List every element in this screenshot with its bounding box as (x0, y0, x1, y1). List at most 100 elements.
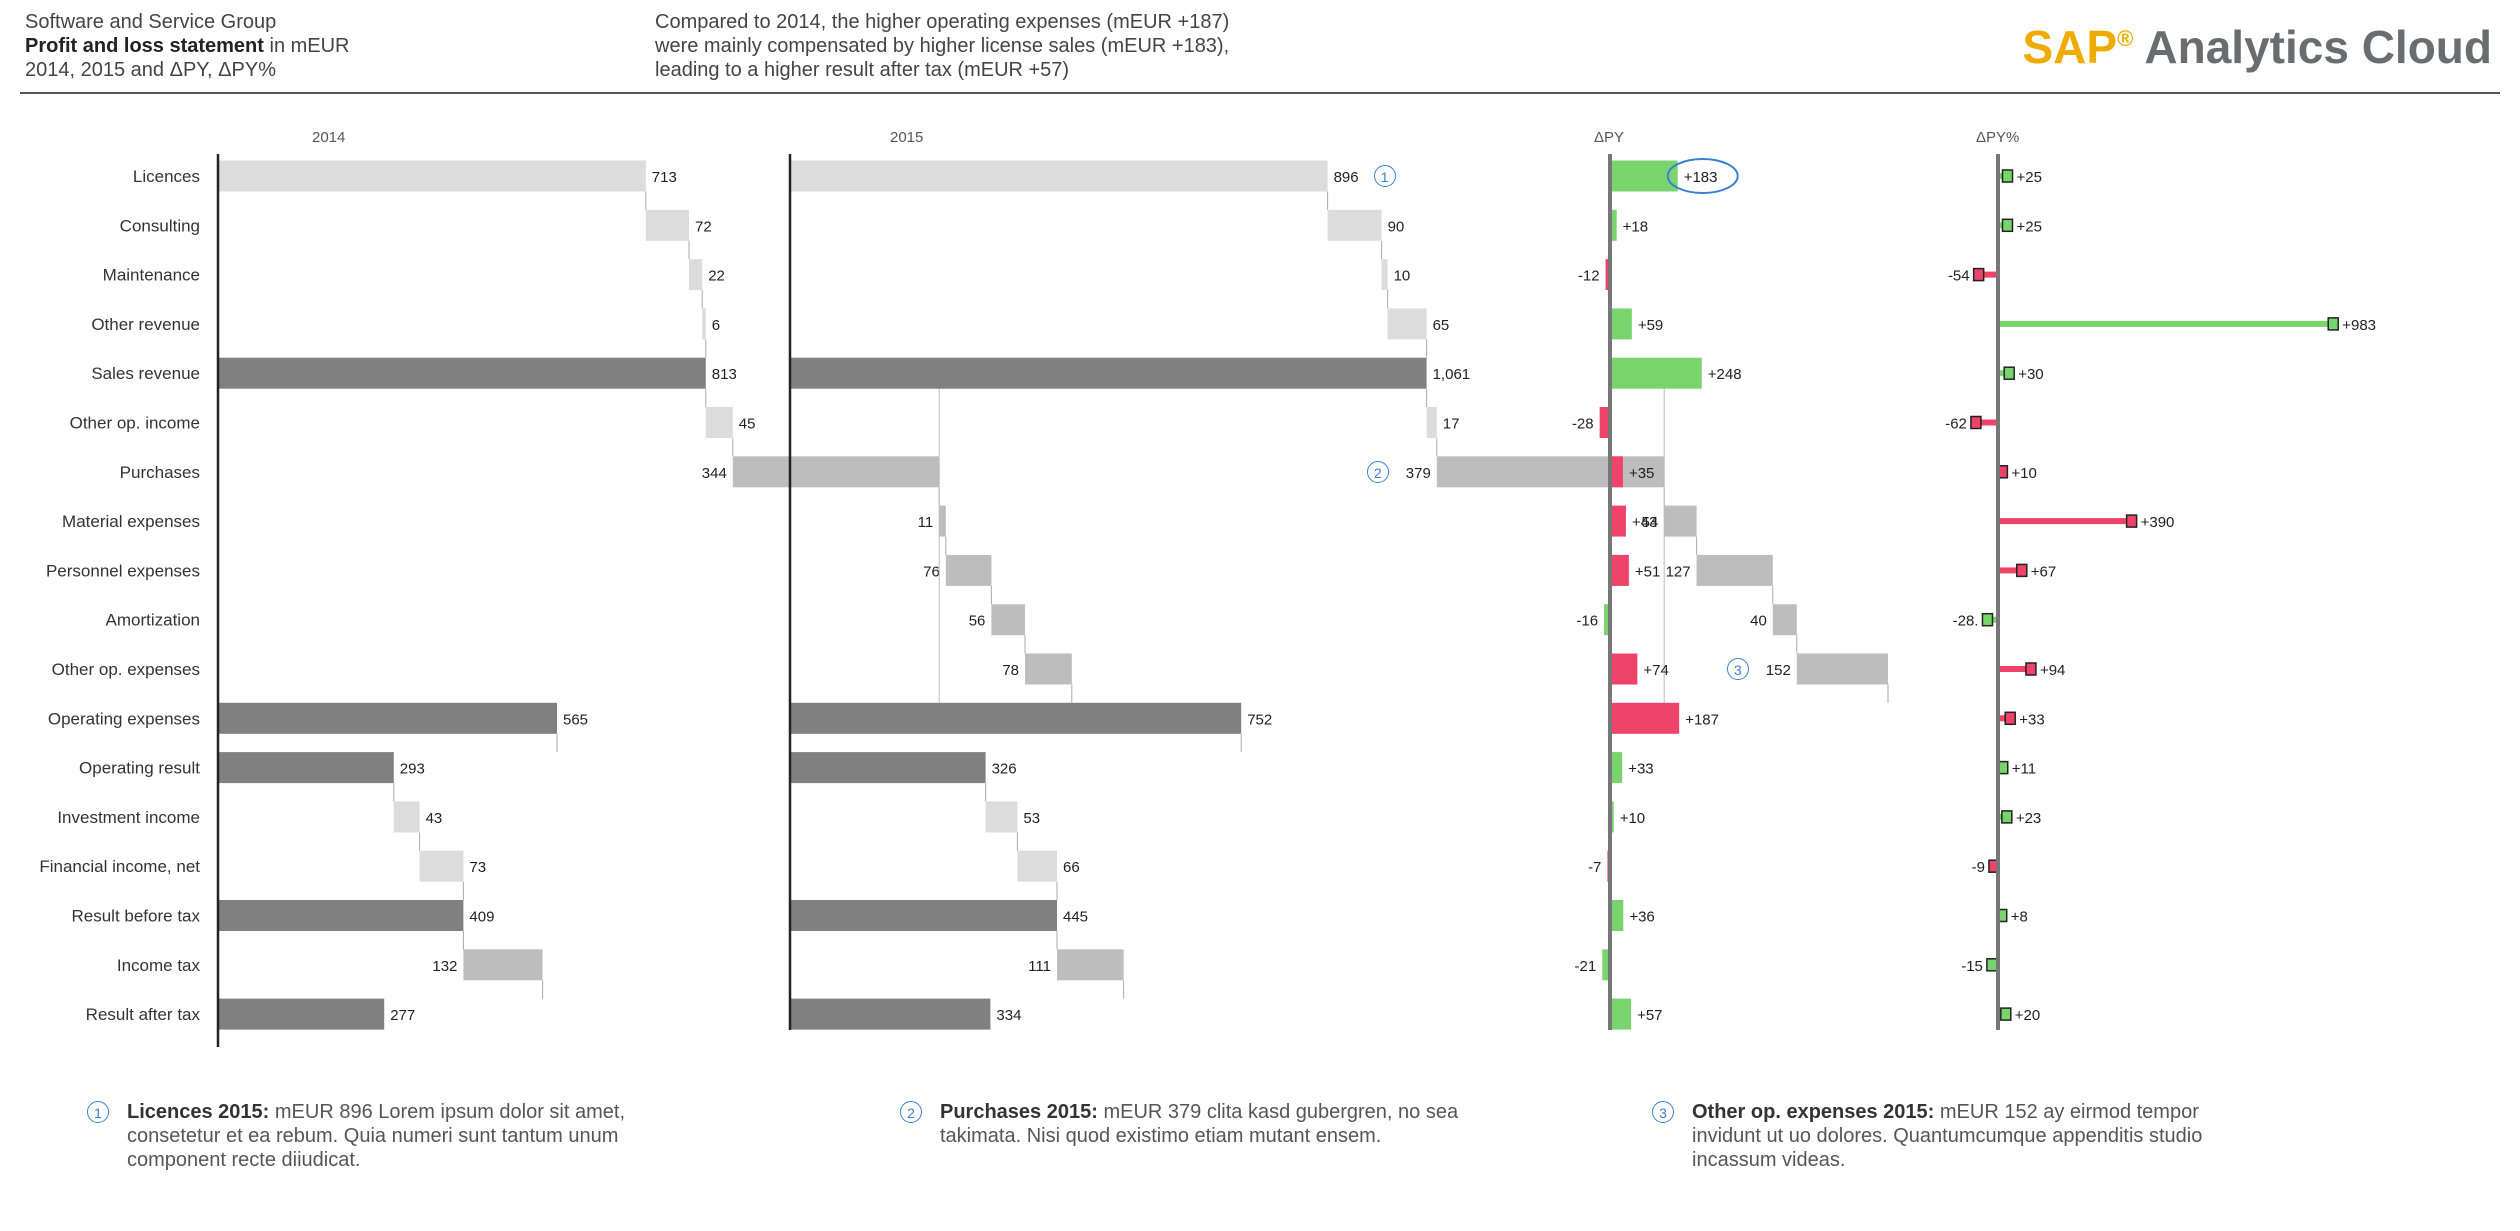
pin-head (1972, 267, 1985, 282)
note-badge: 3 (1652, 1101, 1674, 1123)
delta-label: -12 (1578, 268, 1600, 285)
pin-label: +8 (2011, 909, 2028, 926)
pin-label: +390 (2141, 514, 2175, 531)
value-label: 293 (400, 761, 425, 778)
value-label: 445 (1063, 909, 1088, 926)
delta-label: +33 (1628, 761, 1653, 778)
waterfall-bar (393, 801, 420, 833)
delta-label: +74 (1643, 662, 1668, 679)
delta-bar (1610, 456, 1623, 488)
marker-2: 2 (1366, 460, 1389, 483)
waterfall-bar (1057, 949, 1124, 981)
category-label: Other revenue (91, 315, 200, 334)
delta-bar (1610, 900, 1624, 931)
value-label: 277 (390, 1007, 415, 1024)
delta-label: +59 (1638, 317, 1663, 334)
pin-label: +983 (2342, 317, 2376, 334)
waterfall-bar (939, 505, 946, 537)
waterfall-bar (732, 456, 940, 488)
waterfall-bar (218, 702, 557, 734)
delta-title: ΔPY (1594, 129, 1624, 146)
delta-bar (1610, 998, 1632, 1030)
highlight-ellipse (1666, 158, 1739, 194)
value-label: 326 (992, 761, 1017, 778)
pin-label: +23 (2016, 810, 2041, 827)
value-label: 6 (712, 317, 720, 334)
pin-label: -9 (1972, 859, 1985, 876)
waterfall-bar (218, 357, 706, 389)
pin-head (2001, 810, 2013, 824)
category-label: Other op. income (70, 414, 200, 433)
pin-label: -54 (1948, 268, 1970, 285)
delta-bar (1610, 505, 1626, 537)
brand-logo: SAP® Analytics Cloud (2023, 20, 2493, 74)
waterfall-bar (689, 259, 703, 291)
pin-head (2016, 563, 2028, 578)
delta-label: +10 (1620, 810, 1645, 827)
value-label: 713 (652, 169, 677, 186)
value-label: 22 (708, 268, 725, 285)
waterfall-bar (1664, 505, 1697, 537)
category-label: Income tax (117, 956, 201, 975)
pin-head (2000, 1007, 2012, 1021)
report-header: Software and Service Group Profit and lo… (25, 10, 625, 82)
waterfall-bar (790, 900, 1057, 931)
category-label: Result before tax (71, 907, 200, 926)
delta-label: -21 (1575, 958, 1597, 975)
waterfall-bar (1426, 407, 1437, 438)
value-label: 66 (1063, 859, 1080, 876)
value-label: 111 (1028, 958, 1051, 975)
note-purchases: 2 Purchases 2015: mEUR 379 clita kasd gu… (900, 1100, 1480, 1148)
pin-stem (1979, 271, 1998, 278)
value-label: 379 (1406, 465, 1431, 482)
pin-stem (1988, 616, 1998, 623)
header-divider (20, 92, 2500, 94)
category-label: Licences (133, 167, 200, 186)
pin-label: +67 (2031, 563, 2056, 580)
value-label: 43 (426, 810, 443, 827)
delta-bar (1610, 653, 1638, 685)
note-text: mEUR 152 ay eirmod tempor invidunt ut uo… (1692, 1101, 2203, 1171)
waterfall-bar (1017, 850, 1057, 882)
value-label: 78 (1002, 662, 1019, 679)
delta-label: +183 (1684, 169, 1718, 186)
waterfall-bar (790, 752, 986, 784)
waterfall-bar (945, 554, 992, 586)
category-label: Purchases (120, 463, 200, 482)
delta-label: +43 (1632, 514, 1657, 531)
category-label: Financial income, net (39, 857, 200, 876)
pin-label: +10 (2011, 465, 2036, 482)
waterfall-bar (790, 702, 1242, 734)
pin-stem (1998, 370, 2009, 377)
pin-label: +20 (2015, 1007, 2040, 1024)
delta-bar (1610, 209, 1617, 241)
pin-stem (1998, 320, 2333, 327)
value-label: 409 (469, 909, 494, 926)
delta-label: -16 (1576, 613, 1598, 630)
value-label: 40 (1750, 613, 1767, 630)
delta-bar (1610, 752, 1623, 784)
delta-pct-title: ΔPY% (1976, 129, 2019, 146)
pin-head (2003, 366, 2015, 380)
delta-bar (1610, 308, 1632, 340)
pin-label: +25 (2017, 169, 2042, 186)
waterfall-bar (1387, 308, 1427, 340)
value-label: 73 (469, 859, 486, 876)
delta-bar (1610, 554, 1629, 586)
value-label: 565 (563, 711, 588, 728)
note-title: Other op. expenses 2015: (1692, 1101, 1935, 1123)
waterfall-bar (985, 801, 1018, 833)
value-label: 11 (918, 514, 934, 531)
delta-bar (1602, 949, 1610, 981)
pin-stem (1998, 518, 2131, 525)
delta-label: +248 (1708, 366, 1742, 383)
report-title: Profit and loss statement in mEUR (25, 34, 625, 58)
waterfall-title: 2014 (312, 129, 345, 146)
value-label: 53 (1023, 810, 1040, 827)
category-label: Operating result (79, 759, 200, 778)
note-badge: 1 (87, 1101, 109, 1123)
category-label: Other op. expenses (52, 660, 200, 679)
value-label: 72 (695, 218, 712, 235)
pin-label: -15 (1961, 958, 1983, 975)
value-label: 56 (969, 613, 986, 630)
